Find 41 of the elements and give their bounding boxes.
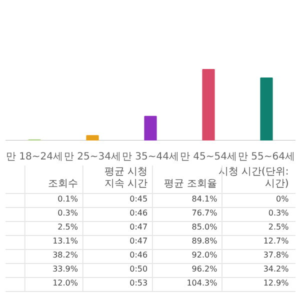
text: 0.3% — [268, 208, 289, 218]
text: 0:53 — [130, 278, 148, 288]
text: 96.2% — [192, 264, 218, 274]
text: 84.1% — [192, 194, 218, 204]
x-tick-label: 만 45~54세 — [180, 152, 238, 162]
text: 85.0% — [192, 222, 218, 232]
text: 0% — [276, 194, 289, 204]
text: 0:46 — [130, 208, 148, 218]
text: 0:47 — [130, 222, 148, 232]
text: 12.7% — [263, 236, 289, 246]
text: 34.2% — [263, 264, 289, 274]
text: 0.1% — [58, 194, 78, 204]
text: 89.8% — [192, 236, 218, 246]
text: 2.5% — [58, 222, 78, 232]
x-tick-label: 만 35~44세 — [122, 152, 180, 162]
x-tick-label: 만 25~34세 — [64, 152, 122, 162]
text: 0:47 — [130, 236, 148, 246]
bar — [202, 68, 215, 140]
text: 12.0% — [52, 278, 78, 288]
category-label: 평균 시청 지속 시간 — [104, 166, 148, 190]
text: 0:50 — [130, 264, 148, 274]
text: 2.5% — [268, 222, 289, 232]
text: 37.8% — [263, 250, 289, 260]
text: 33.9% — [52, 264, 78, 274]
text: 38.2% — [52, 250, 78, 260]
bar — [144, 116, 157, 140]
x-tick-label: 만 18~24세 — [6, 152, 64, 162]
category-label: 조회수 — [48, 178, 78, 190]
x-tick-label: 만 55~64세 — [238, 152, 296, 162]
text: 92.0% — [192, 250, 218, 260]
text: 76.7% — [192, 208, 218, 218]
category-label: 시청 시간(단위: 시간) — [218, 166, 289, 190]
text: 12.9% — [263, 278, 289, 288]
text: 0.3% — [58, 208, 78, 218]
bar — [86, 135, 99, 140]
category-label: 평균 조회율 — [164, 178, 218, 190]
text: 13.1% — [52, 236, 78, 246]
text: 0:46 — [130, 250, 148, 260]
text: 104.3% — [186, 278, 218, 288]
text: 0:45 — [130, 194, 148, 204]
bar — [260, 77, 273, 140]
